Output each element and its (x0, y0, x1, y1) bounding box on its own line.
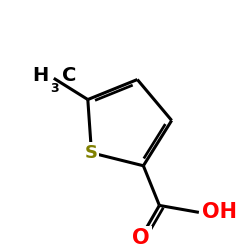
Text: S: S (85, 144, 98, 162)
Text: O: O (132, 228, 150, 248)
Text: C: C (62, 66, 77, 85)
Text: H: H (32, 66, 48, 85)
Text: 3: 3 (50, 82, 58, 95)
Text: OH: OH (202, 202, 236, 222)
